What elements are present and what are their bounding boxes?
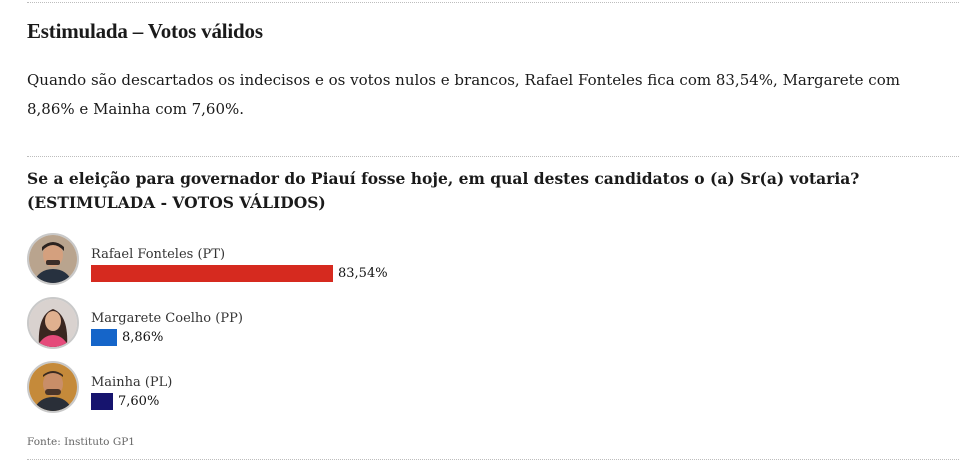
candidate-name: Rafael Fonteles (PT) (91, 247, 226, 262)
bar-fonteles (91, 265, 333, 282)
value-label-fonteles: 83,54% (338, 266, 388, 281)
value-label-mainha: 7,60% (118, 394, 160, 409)
bar-mainha (91, 393, 113, 410)
chart-title: Se a eleição para governador do Piauí fo… (27, 169, 860, 212)
avatar-margarete (27, 297, 79, 349)
avatar-fonteles (27, 233, 79, 285)
candidate-name: Margarete Coelho (PP) (91, 311, 243, 326)
chart-row-fonteles: Rafael Fonteles (PT) 83,54% (27, 233, 727, 291)
source-note: Fonte: Instituto GP1 (27, 436, 135, 448)
middle-divider (27, 156, 959, 157)
bar-chart: Rafael Fonteles (PT) 83,54% Margarete Co… (27, 233, 727, 423)
summary-paragraph: Quando são descartados os indecisos e os… (27, 71, 900, 118)
top-divider (27, 2, 959, 3)
candidate-name: Mainha (PL) (91, 375, 173, 390)
chart-row-mainha: Mainha (PL) 7,60% (27, 361, 727, 419)
bar-margarete (91, 329, 117, 346)
value-label-margarete: 8,86% (122, 330, 164, 345)
chart-row-margarete: Margarete Coelho (PP) 8,86% (27, 297, 727, 355)
bottom-divider (27, 459, 959, 460)
section-title: Estimulada – Votos válidos (27, 19, 263, 43)
avatar-mainha (27, 361, 79, 413)
